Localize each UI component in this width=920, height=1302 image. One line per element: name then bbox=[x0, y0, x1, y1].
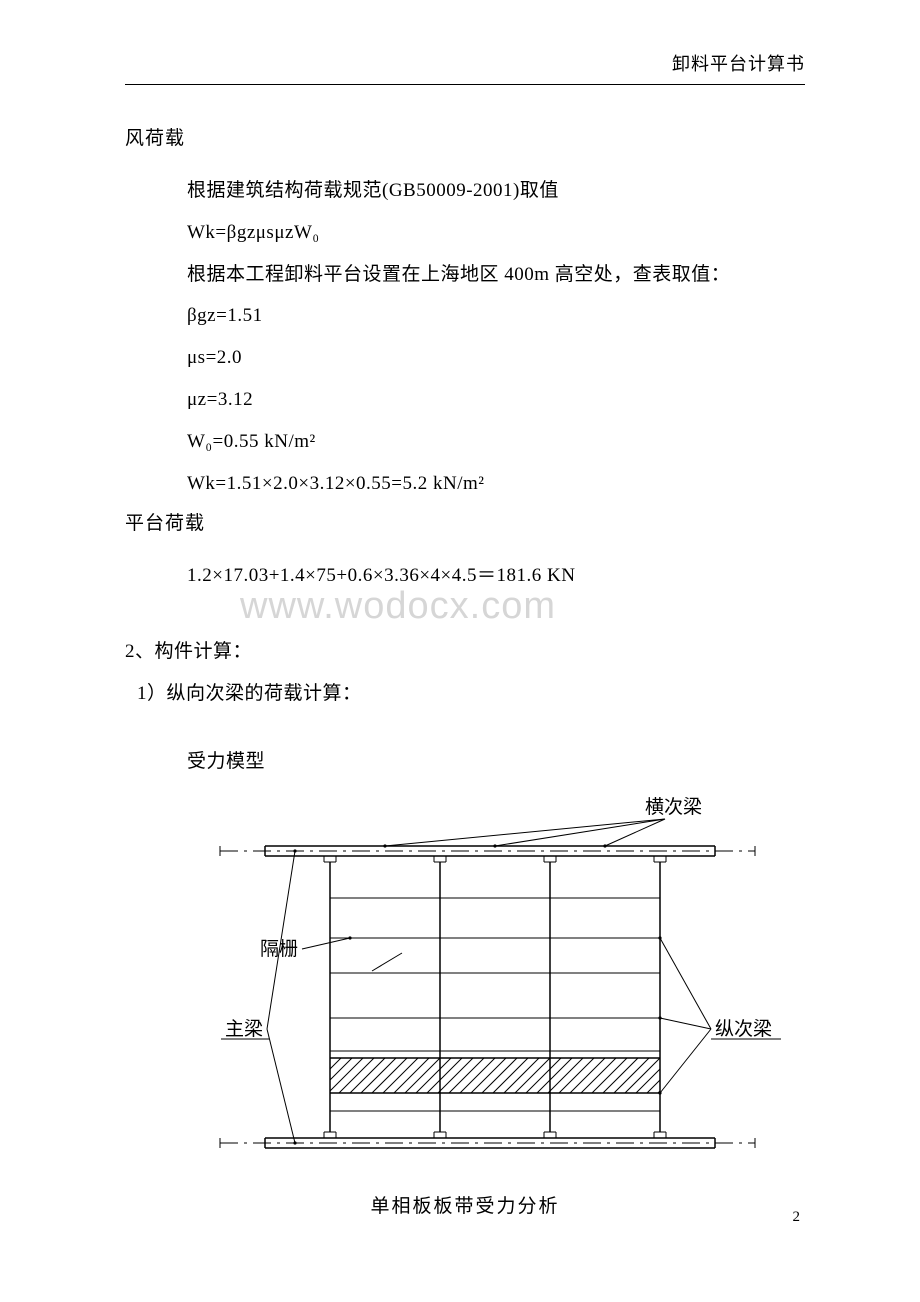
platform-line: 1.2×17.03+1.4×75+0.6×3.36×4×4.5＝181.6 KN bbox=[187, 555, 805, 597]
wind-line: βgz=1.51 bbox=[187, 295, 805, 337]
wind-line: W₀=0.55 kN/m² bbox=[187, 421, 805, 463]
section-platform-heading: 平台荷载 bbox=[125, 508, 805, 535]
diagram-caption: 单相板板带受力分析 bbox=[125, 1191, 805, 1218]
force-diagram: 横次梁隔栅主梁 纵次梁 bbox=[115, 793, 805, 1173]
svg-text:隔栅: 隔栅 bbox=[260, 938, 298, 960]
svg-text:横次梁: 横次梁 bbox=[645, 796, 702, 818]
wind-line: μs=2.0 bbox=[187, 337, 805, 379]
section-member-heading: 2、构件计算： bbox=[125, 631, 805, 673]
wind-line: Wk=βgzμsμzW₀ bbox=[187, 212, 805, 254]
wind-load-block: 根据建筑结构荷载规范(GB50009-2001)取值 Wk=βgzμsμzW₀ … bbox=[125, 170, 805, 504]
header-title: 卸料平台计算书 bbox=[125, 50, 805, 76]
model-label: 受力模型 bbox=[187, 741, 805, 783]
svg-text:纵次梁: 纵次梁 bbox=[715, 1018, 772, 1040]
wind-line: 根据建筑结构荷载规范(GB50009-2001)取值 bbox=[187, 170, 805, 212]
wind-line: μz=3.12 bbox=[187, 379, 805, 421]
wind-line: Wk=1.51×2.0×3.12×0.55=5.2 kN/m² bbox=[187, 463, 805, 505]
section-wind-heading: 风荷载 bbox=[125, 123, 805, 150]
header-rule bbox=[125, 84, 805, 85]
wind-line: 根据本工程卸料平台设置在上海地区 400m 高空处，查表取值： bbox=[187, 254, 805, 296]
diagram-svg: 横次梁隔栅主梁 纵次梁 bbox=[115, 793, 795, 1168]
platform-load-block: 1.2×17.03+1.4×75+0.6×3.36×4×4.5＝181.6 KN bbox=[125, 555, 805, 597]
svg-text:主梁: 主梁 bbox=[225, 1018, 263, 1040]
section-member-sub: 1）纵向次梁的荷载计算： bbox=[125, 673, 805, 715]
